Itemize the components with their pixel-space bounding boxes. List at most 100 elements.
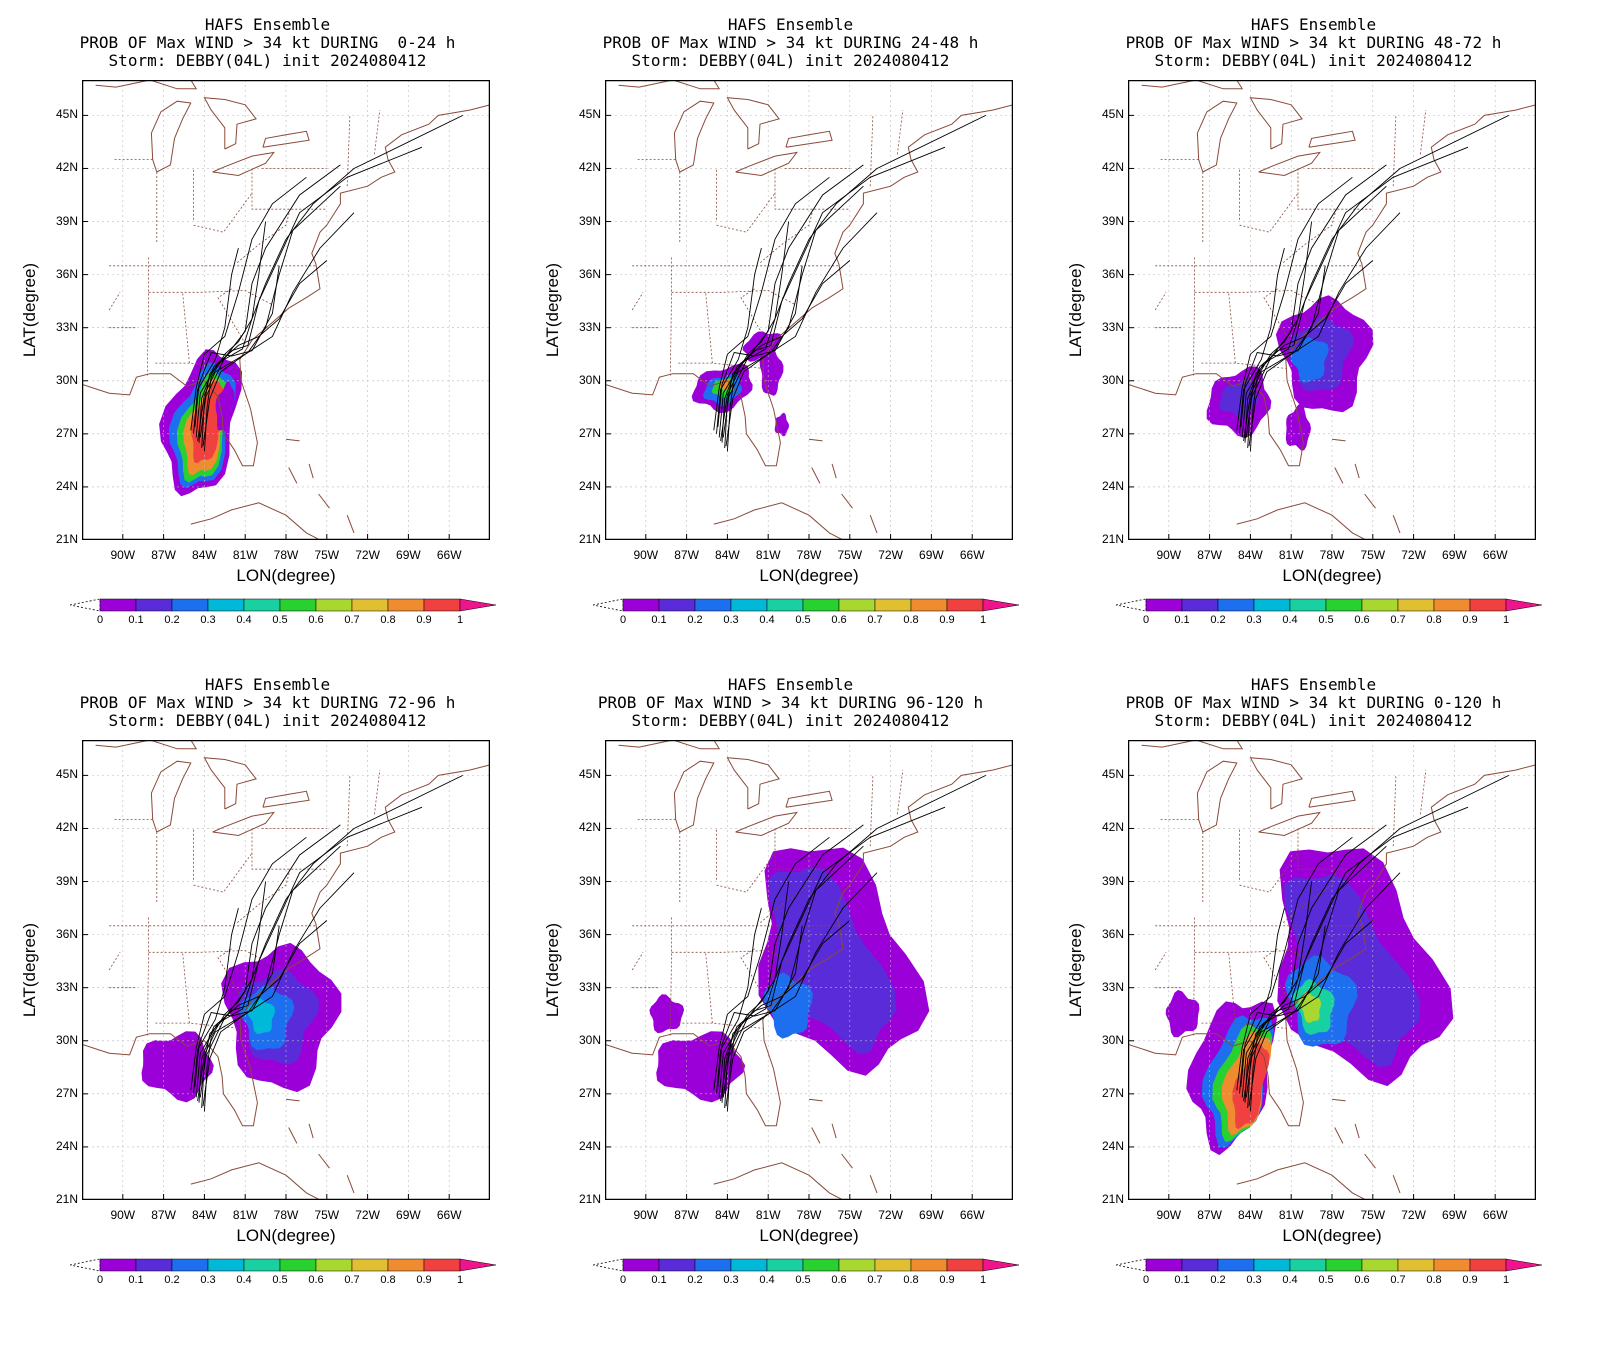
x-tick-label: 69W: [396, 1208, 421, 1222]
colorbar-high-arrow: [459, 598, 497, 612]
track-line: [1241, 221, 1313, 438]
y-tick-label: 21N: [55, 1192, 78, 1206]
colorbar-tick-label: 0.4: [1282, 1274, 1298, 1286]
y-tick-label: 30N: [578, 372, 601, 387]
track-line: [721, 920, 851, 1103]
colorbar-segment: [874, 598, 912, 612]
colorbar-tick-label: 0.5: [272, 614, 288, 626]
y-axis-label: LAT(degree): [1066, 262, 1085, 358]
colorbar-tick-label: 0.2: [164, 1274, 180, 1286]
colorbar-segment: [1253, 598, 1291, 612]
colorbar-low-arrow: [1116, 598, 1147, 612]
y-tick-label: 39N: [578, 873, 601, 888]
map-panel: HAFS Ensemble PROB OF Max WIND > 34 kt DU…: [0, 660, 535, 1336]
track-line: [724, 146, 946, 449]
panel-title-line2: PROB OF Max WIND > 34 kt DURING 72-96 h: [79, 693, 456, 712]
colorbar-tick-label: 0.5: [272, 1274, 288, 1286]
y-tick-label: 21N: [1101, 532, 1124, 546]
x-tick-label: 72W: [355, 1208, 380, 1222]
colorbar-segment: [766, 598, 804, 612]
colorbar-tick-label: 1: [979, 614, 987, 626]
track-line: [1239, 247, 1285, 434]
probability-map: [82, 80, 490, 540]
y-tick-label: 39N: [55, 213, 78, 228]
probability-map: [1128, 740, 1536, 1200]
colorbar-segment: [1289, 598, 1327, 612]
colorbar-high-arrow: [1505, 598, 1543, 612]
ensemble-tracks: [190, 774, 463, 1112]
colorbar-segment: [1361, 598, 1399, 612]
track-line: [1245, 824, 1387, 1098]
track-line: [202, 872, 355, 1107]
colorbar-tick-label: 0.1: [651, 1274, 667, 1286]
track-line: [713, 836, 830, 1091]
colorbar-segment: [207, 598, 245, 612]
colorbar-tick-label: 0.6: [308, 614, 324, 626]
track-line: [1248, 872, 1401, 1107]
x-tick-label: 81W: [1278, 548, 1304, 562]
track-line: [1243, 845, 1387, 1101]
colorbar-segment: [1253, 1258, 1291, 1272]
track-line: [717, 265, 803, 427]
colorbar: [593, 598, 1020, 612]
ensemble-tracks: [713, 774, 986, 1112]
track-line: [195, 221, 267, 438]
colorbar-low-arrow: [593, 598, 624, 612]
x-tick-label: 75W: [314, 1208, 340, 1222]
map-panel: HAFS Ensemble PROB OF Max WIND > 34 kt DU…: [523, 0, 1058, 676]
y-tick-label: 24N: [578, 1138, 601, 1153]
colorbar-high-arrow: [459, 1258, 497, 1272]
x-tick-label: 66W: [959, 1208, 985, 1222]
panel-title-line3: Storm: DEBBY(04L) init 2024080412: [1154, 51, 1473, 70]
coastlines: [605, 80, 1013, 540]
x-tick-label: 84W: [1238, 1208, 1263, 1222]
y-tick-label: 33N: [55, 319, 78, 334]
x-tick-label: 69W: [396, 548, 421, 562]
track-line: [1245, 164, 1387, 438]
colorbar-tick-label: 0: [96, 614, 104, 626]
y-axis-label: LAT(degree): [543, 922, 562, 1018]
colorbar: [593, 1258, 1020, 1272]
probability-field: [1285, 403, 1311, 451]
y-axis-label: LAT(degree): [20, 262, 39, 358]
x-tick-label: 90W: [1156, 1208, 1182, 1222]
y-tick-label: 36N: [1101, 266, 1124, 281]
y-tick-label: 33N: [55, 979, 78, 994]
y-tick-label: 36N: [1101, 926, 1124, 941]
colorbar-tick-label: 0.6: [831, 1274, 847, 1286]
colorbar-segment: [730, 1258, 768, 1272]
colorbar-segment: [910, 598, 948, 612]
y-tick-label: 42N: [55, 820, 78, 835]
coastlines: [1128, 740, 1536, 1200]
x-axis-label: LON(degree): [759, 566, 859, 585]
x-tick-label: 81W: [1278, 1208, 1304, 1222]
track-line: [203, 114, 463, 452]
colorbar-tick-label: 0.6: [1354, 1274, 1370, 1286]
colorbar-segment: [838, 598, 876, 612]
y-tick-label: 36N: [578, 926, 601, 941]
probability-field: [763, 972, 813, 1039]
colorbar-tick-label: 0.1: [128, 1274, 144, 1286]
colorbar-segment: [1289, 1258, 1327, 1272]
x-tick-label: 72W: [1401, 548, 1426, 562]
track-line: [194, 925, 280, 1087]
x-tick-label: 87W: [151, 548, 176, 562]
panel-title-line3: Storm: DEBBY(04L) init 2024080412: [1154, 711, 1473, 730]
colorbar-tick-label: 0.3: [1246, 1274, 1262, 1286]
colorbar: [70, 1258, 497, 1272]
y-tick-label: 33N: [1101, 979, 1124, 994]
y-tick-label: 39N: [55, 873, 78, 888]
track-line: [1241, 881, 1313, 1098]
y-tick-label: 30N: [1101, 372, 1124, 387]
colorbar-segment: [1397, 598, 1435, 612]
colorbar-tick-label: 0.8: [1426, 1274, 1442, 1286]
colorbar-segment: [135, 598, 173, 612]
track-line: [1247, 806, 1469, 1109]
track-line: [193, 247, 239, 434]
track-line: [718, 221, 790, 438]
colorbar-tick-label: 0.2: [687, 614, 703, 626]
x-tick-label: 66W: [436, 548, 462, 562]
x-tick-label: 78W: [796, 1208, 822, 1222]
track-line: [1240, 265, 1326, 427]
coastlines: [1128, 80, 1536, 540]
